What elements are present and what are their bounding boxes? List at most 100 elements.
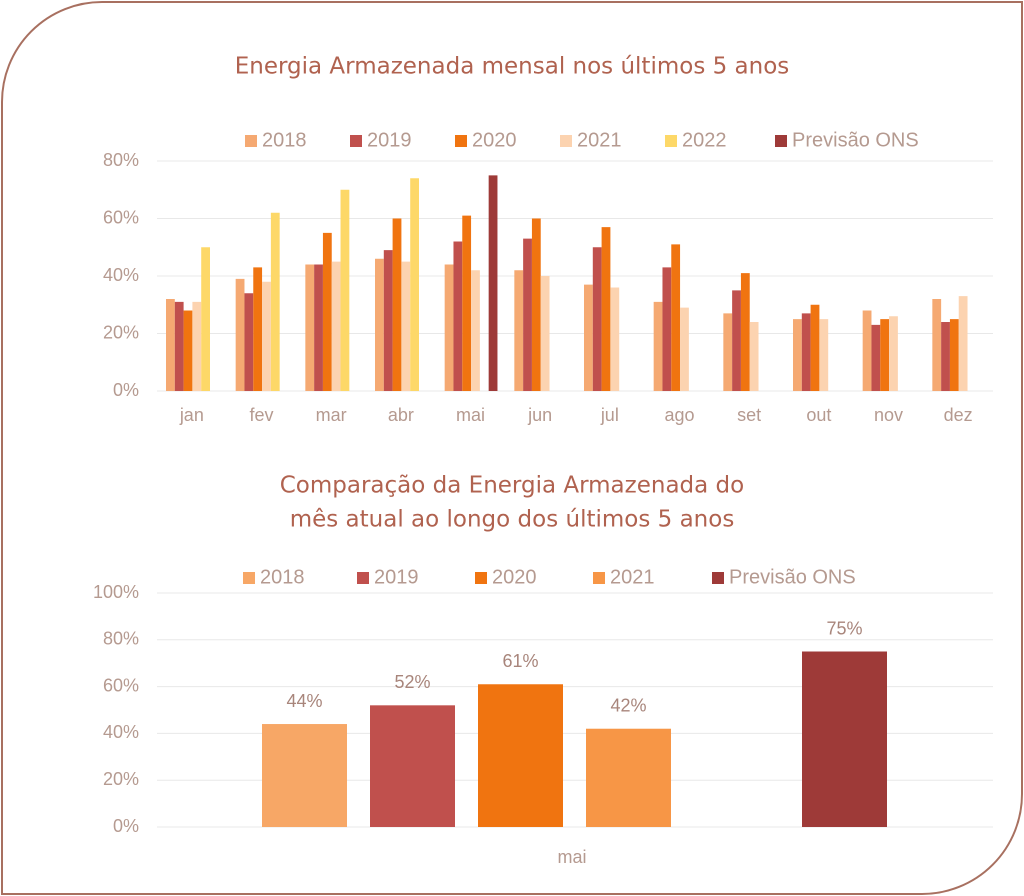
x-tick-label: jul [600, 405, 619, 425]
legend-label: 2018 [260, 566, 305, 588]
legend-swatch [357, 572, 369, 584]
legend-label: 2020 [492, 566, 537, 588]
data-label: 61% [502, 651, 538, 671]
bar [680, 307, 689, 391]
x-tick-label: mar [316, 405, 347, 425]
bar [740, 273, 750, 391]
legend-label: 2019 [374, 566, 419, 588]
bar [540, 276, 550, 391]
bar [322, 232, 332, 391]
legend-swatch [243, 572, 255, 584]
bar [340, 189, 350, 391]
x-tick-label: jun [527, 405, 552, 425]
bar [801, 313, 811, 391]
x-tick-label: nov [874, 405, 903, 425]
bar [810, 304, 820, 391]
bar [192, 301, 202, 391]
legend-label: 2020 [472, 129, 517, 151]
bar [410, 178, 419, 391]
y-tick-label: 100% [93, 582, 139, 602]
bar [723, 313, 733, 391]
bar [375, 258, 384, 391]
bar [262, 281, 271, 391]
x-tick-label: out [806, 405, 831, 425]
bar [601, 227, 611, 391]
legend-label: Previsão ONS [792, 129, 919, 151]
bar [201, 247, 210, 391]
legend-swatch [775, 135, 787, 147]
legend-label: Previsão ONS [729, 566, 856, 588]
bar [662, 267, 672, 391]
data-label: 44% [286, 691, 322, 711]
bar [653, 301, 663, 391]
y-tick-label: 80% [103, 150, 139, 170]
bar [244, 293, 254, 391]
bar [453, 241, 463, 391]
bar [531, 218, 541, 391]
legend-label: 2021 [610, 566, 655, 588]
bar [305, 264, 315, 391]
bar [370, 705, 455, 827]
bar [183, 310, 193, 391]
y-tick-label: 80% [103, 629, 139, 649]
x-tick-label: ago [664, 405, 694, 425]
legend-swatch [712, 572, 724, 584]
bar [314, 264, 323, 391]
bar [819, 319, 829, 391]
y-tick-label: 0% [113, 380, 139, 400]
x-tick-label: abr [388, 405, 414, 425]
bar [941, 322, 950, 391]
bar [331, 261, 341, 391]
bar [471, 270, 480, 391]
legend-label: 2022 [682, 129, 727, 151]
legend-swatch [350, 135, 362, 147]
data-label: 52% [394, 672, 430, 692]
bar [584, 284, 593, 391]
bar [262, 724, 347, 827]
bar [802, 651, 887, 827]
bar [592, 247, 602, 391]
legend-label: 2021 [577, 129, 622, 151]
legend-swatch [475, 572, 487, 584]
legend-swatch [593, 572, 605, 584]
legend-swatch [560, 135, 572, 147]
bar [671, 244, 681, 391]
bar [174, 301, 184, 391]
bar [862, 310, 872, 391]
y-tick-label: 40% [103, 265, 139, 285]
chart-title: Comparação da Energia Armazenada do [280, 473, 744, 499]
y-tick-label: 60% [103, 207, 139, 227]
data-label: 75% [826, 618, 862, 638]
bar [270, 212, 280, 391]
bar [749, 322, 759, 391]
bar [514, 270, 524, 391]
y-tick-label: 0% [113, 816, 139, 836]
bar [958, 296, 968, 391]
legend-label: 2019 [367, 129, 412, 151]
x-tick-label: mai [557, 847, 586, 867]
bar [488, 175, 498, 391]
bar [392, 218, 402, 391]
bar [586, 728, 671, 827]
bar [932, 299, 942, 391]
y-tick-label: 60% [103, 675, 139, 695]
bar [478, 684, 563, 827]
x-tick-label: jan [179, 405, 204, 425]
y-tick-label: 20% [103, 769, 139, 789]
x-tick-label: fev [249, 405, 273, 425]
bar [235, 278, 245, 391]
bar [610, 287, 620, 391]
legend-swatch [455, 135, 467, 147]
x-tick-label: set [737, 405, 761, 425]
chart-title: mês atual ao longo dos últimos 5 anos [290, 507, 735, 533]
bar [166, 299, 175, 391]
legend-label: 2018 [262, 129, 307, 151]
bar [523, 238, 532, 391]
bar [401, 261, 411, 391]
bar [889, 316, 898, 391]
chart-title: Energia Armazenada mensal nos últimos 5 … [235, 54, 790, 80]
bar [949, 319, 959, 391]
bar [880, 319, 890, 391]
